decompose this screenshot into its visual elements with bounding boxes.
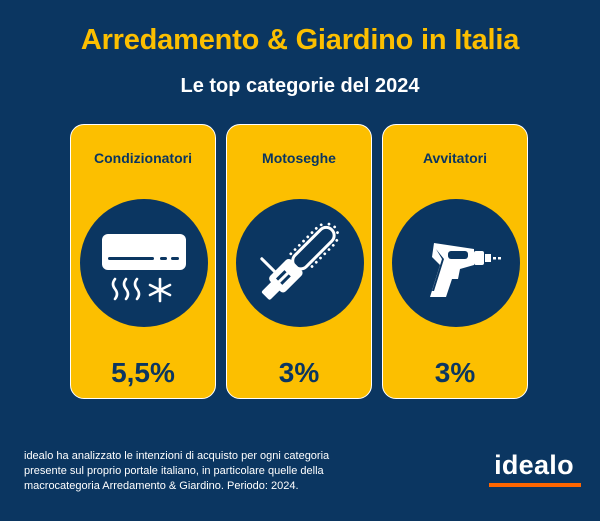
card-value: 5,5%	[111, 357, 175, 388]
air-conditioner-icon	[102, 234, 186, 303]
category-cards: Condizionatori 5,5% Motoseghe	[70, 124, 528, 401]
screwdriver-drill-icon	[430, 243, 501, 297]
card-label: Avvitatori	[422, 150, 488, 166]
card-value: 3%	[434, 357, 476, 388]
idealo-logo: idealo	[488, 450, 581, 490]
card-label: Motoseghe	[262, 150, 336, 166]
icon-circle	[80, 199, 208, 327]
logo-text: idealo	[494, 450, 574, 480]
footnote: idealo ha analizzato le intenzioni di ac…	[24, 450, 330, 492]
category-card-motoseghe: Motoseghe	[226, 124, 372, 399]
logo-underline	[489, 483, 581, 487]
card-label: Condizionatori	[94, 150, 192, 166]
page-title: Arredamento & Giardino in Italia	[80, 24, 520, 56]
icon-circle	[236, 199, 364, 327]
category-card-condizionatori: Condizionatori 5,5%	[70, 124, 216, 399]
card-value: 3%	[278, 357, 320, 388]
chainsaw-icon	[260, 222, 339, 300]
icon-circle	[392, 199, 520, 327]
category-card-avvitatori: Avvitatori 3%	[382, 124, 528, 399]
page-subtitle: Le top categorie del 2024	[180, 75, 420, 97]
